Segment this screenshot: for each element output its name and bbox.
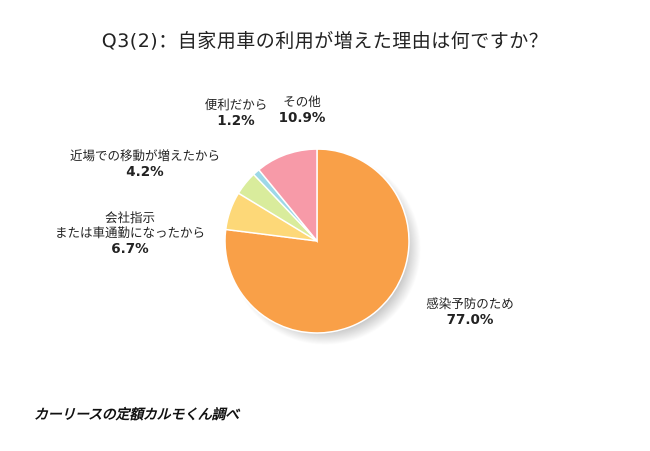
slice-value-label: 77.0%: [447, 312, 494, 328]
slice-value-label: 6.7%: [111, 241, 149, 257]
pie-slices: [224, 148, 410, 334]
source-credit: カーリースの定額カルモくん調べ: [34, 407, 239, 423]
slice-label: 感染予防のため: [426, 296, 514, 311]
chart-title: Q3(2)：自家用車の利用が増えた理由は何ですか？: [101, 30, 549, 52]
pie-slice: [257, 148, 318, 244]
slice-label: 便利だから: [205, 97, 268, 112]
slice-label: その他: [283, 94, 321, 109]
slice-label: または車通勤になったから: [55, 225, 205, 240]
slice-value-label: 1.2%: [217, 113, 255, 129]
slice-label: 会社指示: [105, 210, 155, 225]
slice-value-label: 10.9%: [279, 110, 326, 126]
slice-label: 近場での移動が増えたから: [70, 148, 220, 163]
slice-value-label: 4.2%: [126, 164, 164, 180]
